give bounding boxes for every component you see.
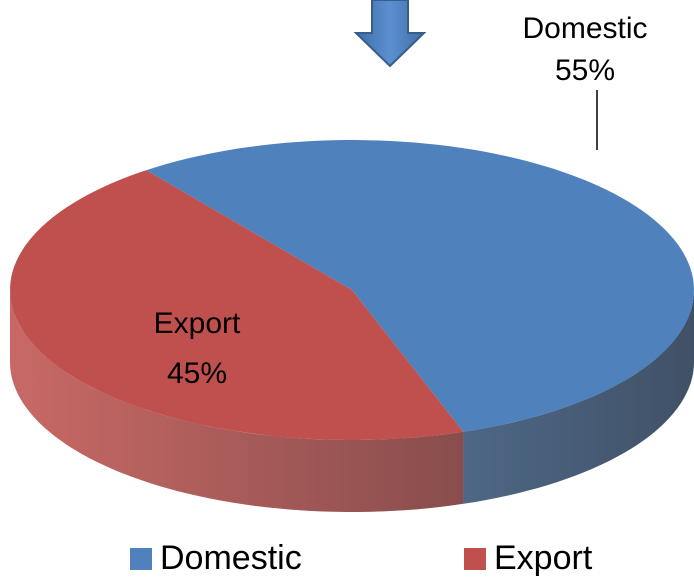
legend-swatch: [464, 548, 486, 570]
arrow: [353, 0, 427, 68]
legend-label: Domestic: [160, 539, 302, 577]
slice-side-tint: [10, 290, 464, 512]
legend-swatch: [130, 548, 152, 570]
slice-side: [463, 290, 694, 504]
slice: [10, 170, 464, 440]
data-label-value: 55%: [555, 54, 615, 87]
data-label-name: Export: [154, 307, 241, 340]
data-label-value: 45%: [167, 357, 227, 390]
slice-side: [10, 290, 464, 512]
data-label-name: Domestic: [522, 12, 647, 45]
slice: [146, 140, 694, 432]
pie: [10, 140, 694, 512]
legend-label: Export: [494, 539, 593, 577]
slice-side-tint: [463, 290, 694, 504]
